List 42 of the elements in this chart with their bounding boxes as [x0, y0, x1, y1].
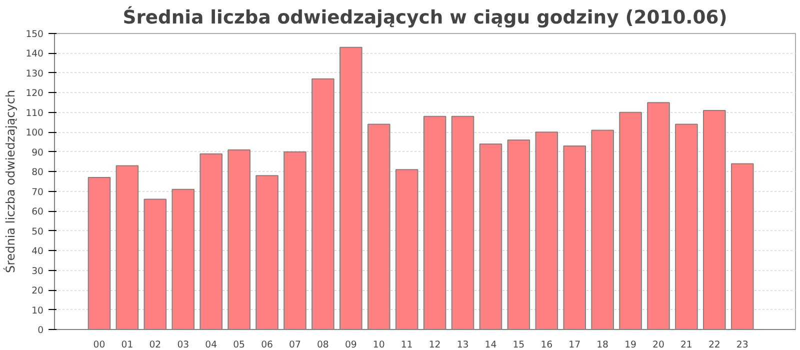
x-tick-label: 06 [261, 340, 274, 350]
y-axis-title: Średnia liczba odwiedzających [2, 90, 18, 274]
y-tick-label: 70 [32, 186, 44, 198]
y-tick-label: 150 [26, 29, 44, 40]
x-tick-label: 00 [93, 340, 106, 350]
x-tick-label: 21 [680, 340, 692, 350]
y-tick-label: 40 [32, 246, 44, 258]
x-tick-label: 07 [289, 340, 301, 350]
y-tick-label: 140 [26, 48, 44, 60]
x-tick-label: 15 [512, 340, 525, 350]
y-tick-label: 10 [32, 305, 44, 316]
x-tick-label: 16 [540, 340, 553, 350]
x-tick-label: 02 [149, 340, 162, 350]
x-tick-label: 10 [372, 340, 385, 350]
chart-title: Średnia liczba odwiedzających w ciągu godziny (2010.06) [122, 6, 728, 28]
y-tick-label: 20 [32, 286, 44, 297]
y-tick-label: 110 [26, 108, 44, 119]
x-tick-label: 18 [596, 340, 609, 350]
x-tick-label: 23 [736, 340, 748, 350]
x-tick-label: 19 [624, 340, 637, 350]
y-tick-label: 60 [32, 206, 44, 218]
y-tick-label: 130 [26, 68, 44, 80]
y-tick-label: 100 [26, 128, 44, 139]
x-tick-label: 14 [484, 340, 497, 350]
y-tick-label: 30 [32, 266, 44, 277]
y-tick-label: 80 [32, 167, 44, 178]
x-tick-label: 13 [456, 340, 469, 350]
x-tick-label: 17 [568, 340, 581, 350]
x-tick-label: 09 [344, 340, 357, 350]
x-tick-label: 22 [708, 340, 720, 350]
x-tick-label: 11 [400, 340, 413, 350]
x-tick-label: 04 [205, 340, 218, 350]
y-tick-label: 50 [32, 226, 44, 238]
x-tick-label: 08 [317, 340, 329, 350]
x-tick-label: 01 [121, 340, 134, 350]
x-tick-label: 03 [177, 340, 190, 350]
y-tick-label: 90 [32, 147, 44, 158]
y-tick-label: 120 [26, 88, 44, 100]
y-tick-label: 0 [38, 325, 44, 336]
x-tick-label: 12 [428, 340, 441, 350]
x-tick-label: 05 [233, 340, 246, 350]
x-tick-label: 20 [652, 340, 664, 350]
